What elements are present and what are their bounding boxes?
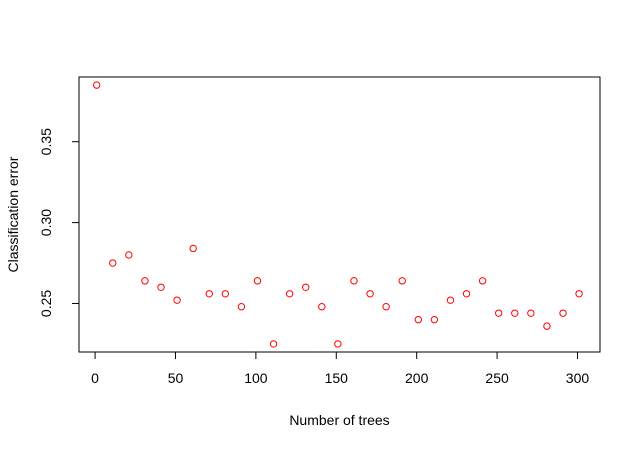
data-point	[414, 315, 422, 324]
data-point	[446, 296, 455, 304]
data-point	[173, 296, 181, 304]
plot-area-border	[78, 76, 601, 353]
data-point	[302, 283, 310, 291]
data-point	[350, 277, 358, 285]
data-point	[269, 340, 278, 348]
x-tick-label: 200	[405, 370, 429, 386]
data-point	[527, 309, 535, 317]
data-point	[205, 290, 213, 298]
y-axis: 0.25 0.30 0.35	[38, 128, 80, 317]
x-axis-title: Number of trees	[289, 412, 389, 428]
data-point	[92, 81, 101, 89]
data-point	[398, 277, 406, 285]
x-axis: 0 50 100 150 200 250 300	[91, 351, 590, 386]
y-tick-label: 0.25	[38, 290, 54, 317]
data-point	[237, 303, 246, 311]
data-point	[478, 277, 487, 285]
data-point	[511, 309, 519, 317]
data-point	[318, 303, 326, 311]
x-tick-label: 300	[566, 370, 590, 386]
data-point	[543, 322, 551, 330]
x-tick-label: 100	[244, 370, 268, 386]
data-point	[494, 309, 503, 317]
data-point	[575, 290, 583, 298]
data-point	[125, 251, 133, 259]
y-tick-label: 0.30	[38, 209, 54, 236]
data-point	[189, 244, 197, 253]
data-point	[285, 290, 294, 298]
y-axis-title: Classification error	[5, 156, 21, 272]
data-point	[141, 277, 149, 285]
x-tick-label: 150	[325, 370, 349, 386]
data-point	[221, 290, 230, 298]
x-tick-label: 50	[168, 370, 184, 386]
data-point	[382, 303, 390, 311]
data-point	[334, 340, 342, 348]
data-point	[366, 290, 374, 298]
data-point	[109, 259, 117, 267]
x-tick-label: 0	[91, 370, 99, 386]
x-tick-label: 250	[485, 370, 509, 386]
data-point	[253, 277, 262, 285]
data-point	[462, 290, 471, 298]
data-points	[92, 81, 583, 348]
data-point	[157, 283, 165, 291]
data-point	[559, 309, 567, 317]
y-tick-label: 0.35	[38, 128, 54, 155]
data-point	[430, 315, 439, 324]
